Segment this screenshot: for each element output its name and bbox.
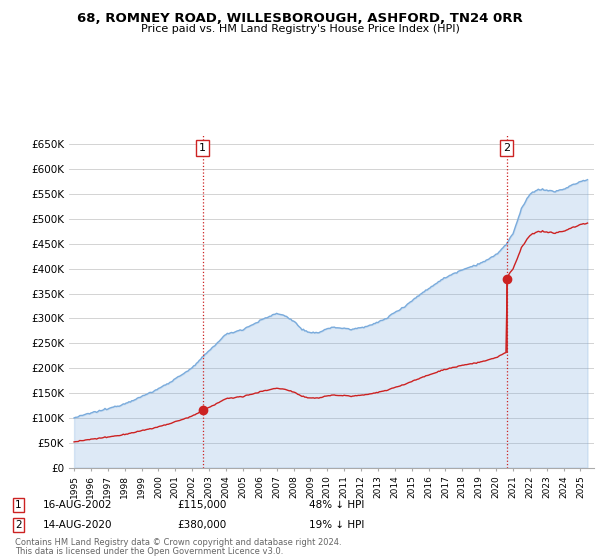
Text: This data is licensed under the Open Government Licence v3.0.: This data is licensed under the Open Gov…: [15, 548, 283, 557]
Text: 48% ↓ HPI: 48% ↓ HPI: [309, 500, 364, 510]
Text: 1: 1: [199, 143, 206, 153]
Text: 2: 2: [503, 143, 510, 153]
Text: 2: 2: [15, 520, 22, 530]
Text: £115,000: £115,000: [177, 500, 226, 510]
Text: 14-AUG-2020: 14-AUG-2020: [43, 520, 113, 530]
Text: Contains HM Land Registry data © Crown copyright and database right 2024.: Contains HM Land Registry data © Crown c…: [15, 539, 341, 548]
Text: Price paid vs. HM Land Registry's House Price Index (HPI): Price paid vs. HM Land Registry's House …: [140, 24, 460, 34]
Text: 68, ROMNEY ROAD, WILLESBOROUGH, ASHFORD, TN24 0RR: 68, ROMNEY ROAD, WILLESBOROUGH, ASHFORD,…: [77, 12, 523, 25]
Text: £380,000: £380,000: [177, 520, 226, 530]
Text: 19% ↓ HPI: 19% ↓ HPI: [309, 520, 364, 530]
Text: 1: 1: [15, 500, 22, 510]
Text: 16-AUG-2002: 16-AUG-2002: [43, 500, 113, 510]
